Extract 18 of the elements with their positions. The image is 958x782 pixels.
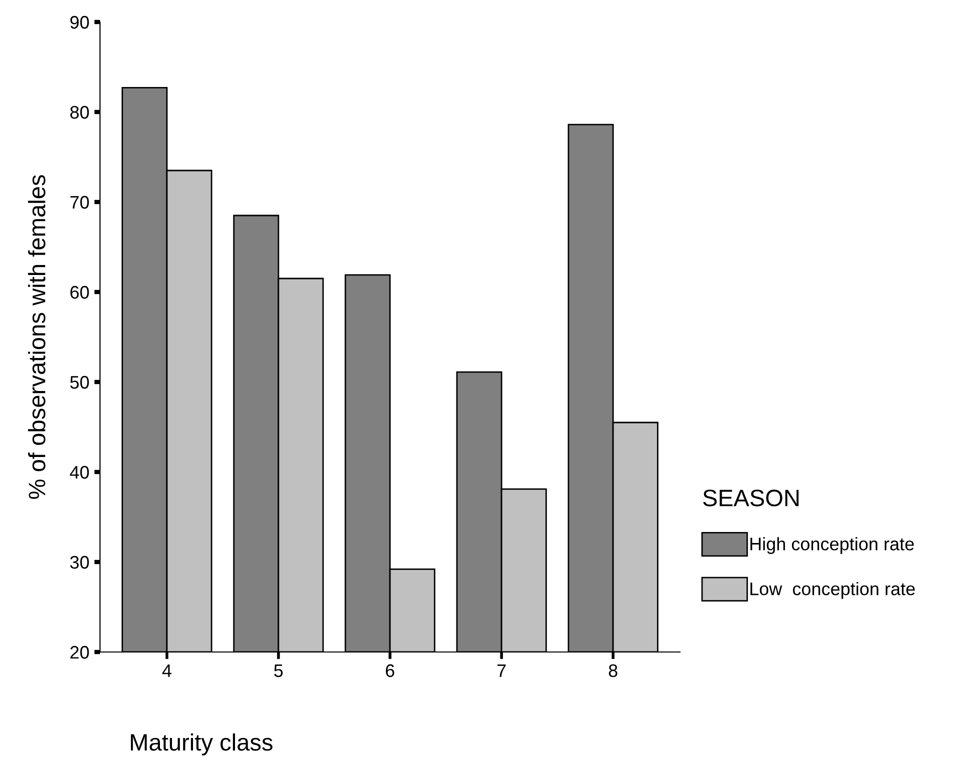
legend-label: High conception rate	[750, 537, 914, 554]
y-tick-label: 60	[70, 286, 89, 299]
y-axis-title: % of observations with females	[28, 175, 46, 499]
y-tick-label: 30	[70, 556, 89, 569]
y-tick-label: 80	[70, 106, 89, 119]
y-tick-label: 70	[70, 196, 89, 209]
y-tick-label: 40	[70, 466, 89, 479]
y-tick-label: 20	[70, 646, 89, 659]
legend-label: Low conception rate	[750, 582, 915, 599]
x-tick-label: 7	[497, 664, 506, 677]
legend-title: SEASON	[703, 490, 799, 506]
x-tick-label: 5	[274, 664, 283, 678]
x-axis-title: Maturity class	[130, 733, 272, 756]
x-tick-label: 8	[608, 664, 618, 678]
y-tick-label: 90	[70, 16, 89, 29]
x-tick-label: 6	[386, 664, 394, 678]
x-tick-label: 4	[162, 664, 172, 677]
y-tick-label: 50	[70, 376, 89, 389]
